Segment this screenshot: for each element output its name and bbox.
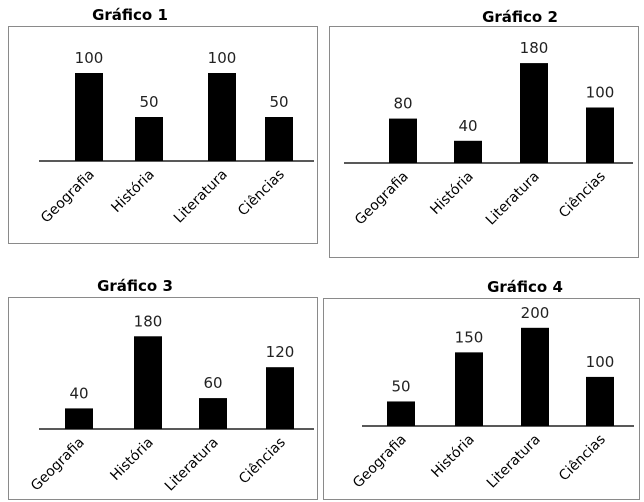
bar-historia: [454, 140, 482, 163]
data-label-historia: 50: [139, 93, 158, 111]
category-label-historia: História: [108, 167, 157, 216]
category-label-ciencias: Ciências: [236, 435, 289, 488]
category-label-geografia: Geografia: [38, 167, 98, 227]
chart-2-title: Gráfico 2: [482, 8, 558, 26]
data-label-historia: 180: [134, 312, 163, 330]
bar-historia: [135, 117, 163, 161]
category-label-ciencias: Ciências: [556, 432, 609, 485]
category-label-historia: História: [427, 169, 476, 218]
data-label-geografia: 40: [69, 384, 88, 402]
chart-4-frame: 50 Geografia 150 História 200 Literatura 100 Ci…: [323, 298, 640, 500]
chart-1-title: Gráfico 1: [92, 6, 168, 24]
data-label-ciencias: 100: [586, 84, 615, 102]
bar-ciencias: [586, 376, 614, 426]
category-label-geografia: Geografia: [352, 169, 412, 229]
data-label-ciencias: 50: [269, 93, 288, 111]
category-label-literatura: Literatura: [162, 435, 222, 495]
bar-ciencias: [265, 117, 293, 161]
category-label-historia: História: [428, 432, 477, 481]
bar-geografia: [75, 73, 103, 161]
bar-geografia: [389, 118, 417, 163]
data-label-ciencias: 100: [586, 353, 615, 371]
data-label-historia: 40: [458, 117, 477, 135]
data-label-literatura: 100: [208, 49, 237, 67]
data-label-literatura: 60: [203, 374, 222, 392]
data-label-geografia: 100: [75, 49, 104, 67]
category-label-ciencias: Ciências: [556, 169, 609, 222]
bar-literatura: [520, 63, 548, 163]
chart-1-plot: 100 Geografia 50 História 100 Literatura 50 Ciê…: [38, 49, 314, 227]
bar-historia: [134, 336, 162, 429]
category-label-geografia: Geografia: [28, 435, 88, 495]
category-label-ciencias: Ciências: [235, 167, 288, 220]
bar-ciencias: [586, 107, 614, 163]
bar-literatura: [208, 73, 236, 161]
data-label-historia: 150: [455, 328, 484, 346]
bar-geografia: [65, 408, 93, 429]
chart-1-frame: 100 Geografia 50 História 100 Literatura 50 Ciê…: [8, 26, 318, 244]
bar-literatura: [521, 327, 549, 426]
chart-4-title: Gráfico 4: [487, 278, 563, 296]
category-label-geografia: Geografia: [350, 432, 410, 492]
bar-geografia: [387, 401, 415, 426]
chart-3-plot: 40 Geografia 180 História 60 Literatura 120 Ciê…: [28, 312, 314, 495]
category-label-literatura: Literatura: [484, 432, 544, 492]
category-label-literatura: Literatura: [171, 167, 231, 227]
chart-2-frame: 80 Geografia 40 História 180 Literatura 100 Ciê…: [329, 26, 639, 258]
data-label-literatura: 200: [521, 304, 550, 322]
data-label-ciencias: 120: [266, 343, 295, 361]
category-label-historia: História: [107, 435, 156, 484]
bar-literatura: [199, 398, 227, 429]
chart-3-frame: 40 Geografia 180 História 60 Literatura 120 Ciê…: [8, 297, 318, 500]
data-label-geografia: 50: [391, 377, 410, 395]
data-label-literatura: 180: [520, 39, 549, 57]
chart-4-plot: 50 Geografia 150 História 200 Literatura 100 Ci…: [350, 304, 634, 492]
category-label-literatura: Literatura: [483, 169, 543, 229]
chart-3-title: Gráfico 3: [97, 277, 173, 295]
bar-historia: [455, 352, 483, 426]
bar-ciencias: [266, 367, 294, 429]
chart-2-plot: 80 Geografia 40 História 180 Literatura 100 Ciê…: [344, 39, 633, 229]
data-label-geografia: 80: [393, 95, 412, 113]
